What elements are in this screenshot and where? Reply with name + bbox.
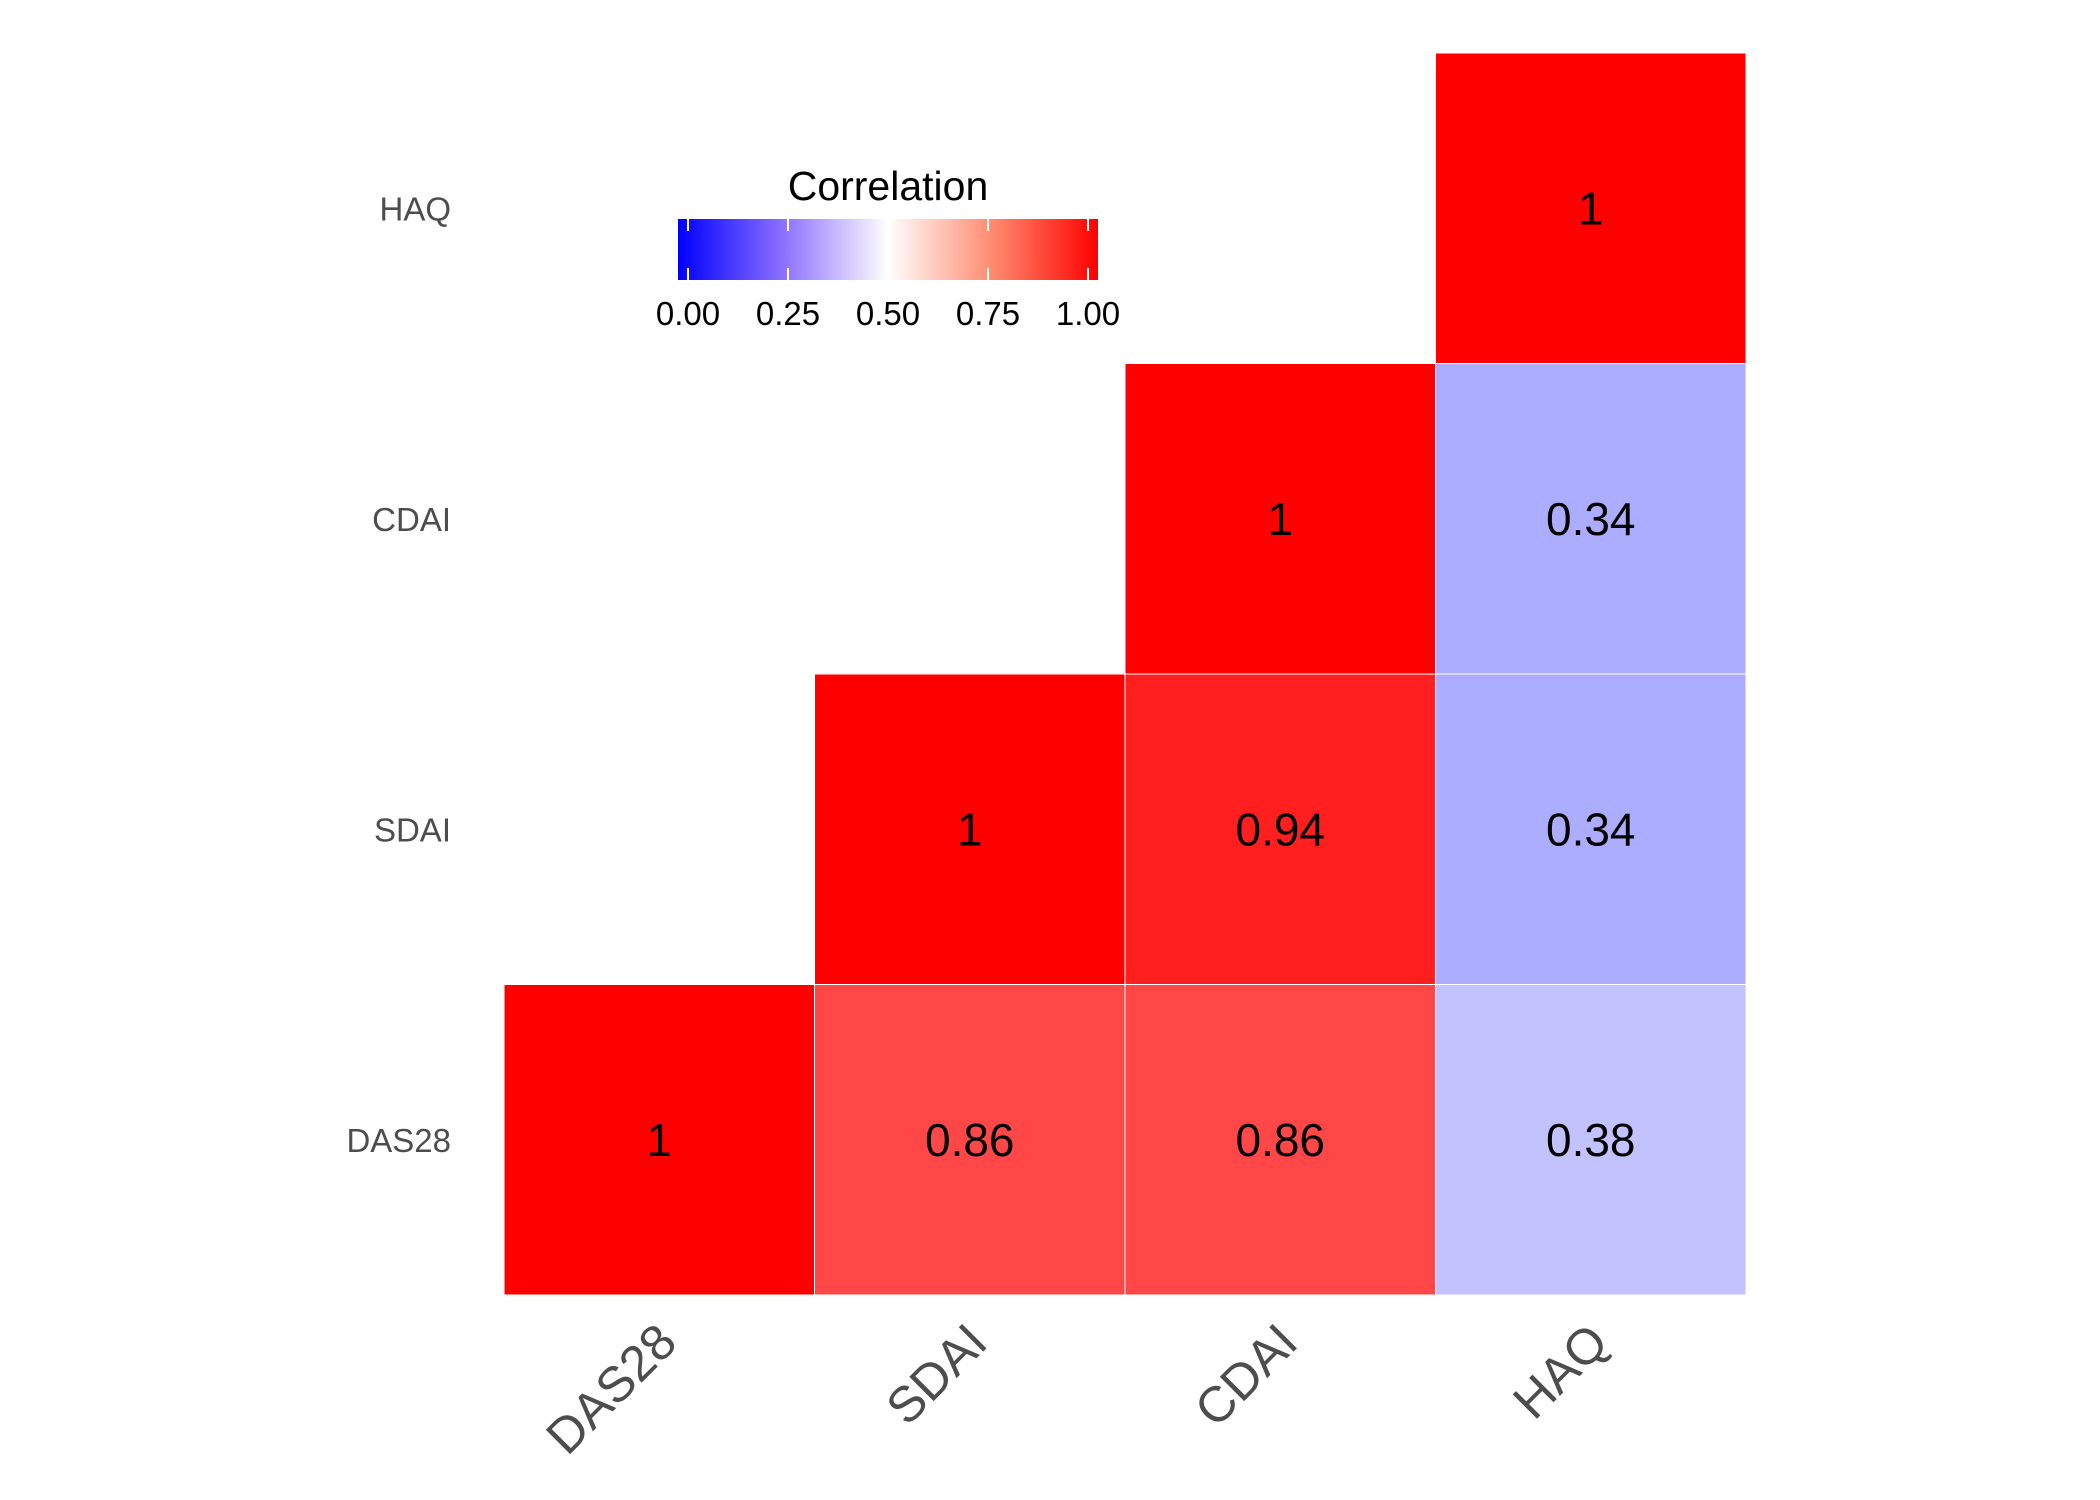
legend-tick-label: 1.00 (1056, 295, 1120, 332)
y-tick-label-das28: DAS28 (346, 1122, 451, 1159)
heatmap-cell-cdai-sdai (1124, 673, 1436, 985)
cell-value-label: 0.34 (1546, 493, 1636, 545)
cell-value-label: 0.94 (1235, 803, 1325, 855)
heatmap-cell-haq-haq (1435, 52, 1747, 364)
heatmap-cell-cdai-das28 (1124, 984, 1436, 1296)
heatmap-cell-das28-das28 (503, 984, 815, 1296)
x-tick-label-sdai: SDAI (875, 1313, 997, 1435)
cell-value-label: 1 (1578, 182, 1604, 234)
legend-tick-label: 0.50 (856, 295, 920, 332)
legend-tick-label: 0.75 (956, 295, 1020, 332)
cell-value-label: 1 (646, 1114, 672, 1166)
legend-tick-label: 0.25 (756, 295, 820, 332)
cell-value-label: 0.86 (925, 1114, 1015, 1166)
heatmap-cell-haq-sdai (1435, 673, 1747, 985)
cell-value-label: 1 (1267, 493, 1293, 545)
x-axis-tick-labels: DAS28 SDAI CDAI HAQ (535, 1313, 1618, 1465)
heatmap-cell-haq-das28 (1435, 984, 1747, 1296)
cell-value-label: 0.86 (1235, 1114, 1325, 1166)
legend-title: Correlation (788, 163, 989, 209)
color-legend: Correlation 0.00 0.25 0.50 0.75 1.00 (656, 163, 1120, 332)
y-axis-tick-labels: DAS28 SDAI CDAI HAQ (346, 190, 451, 1159)
legend-tick-label: 0.00 (656, 295, 720, 332)
heatmap-cells: 1 0.86 0.86 0.38 1 0.94 0.34 1 0.34 1 (503, 52, 1747, 1296)
heatmap-cell-haq-cdai (1435, 363, 1747, 675)
cell-value-label: 1 (957, 803, 983, 855)
cell-value-label: 0.34 (1546, 803, 1636, 855)
cell-value-label: 0.38 (1546, 1114, 1636, 1166)
x-tick-label-cdai: CDAI (1184, 1313, 1308, 1437)
legend-ticks: 0.00 0.25 0.50 0.75 1.00 (656, 219, 1120, 332)
y-tick-label-cdai: CDAI (372, 501, 451, 538)
y-tick-label-sdai: SDAI (374, 811, 451, 848)
x-tick-label-haq: HAQ (1502, 1313, 1618, 1429)
heatmap-cell-cdai-cdai (1124, 363, 1436, 675)
x-tick-label-das28: DAS28 (535, 1313, 687, 1465)
heatmap-cell-sdai-sdai (814, 673, 1126, 985)
y-tick-label-haq: HAQ (379, 190, 451, 227)
